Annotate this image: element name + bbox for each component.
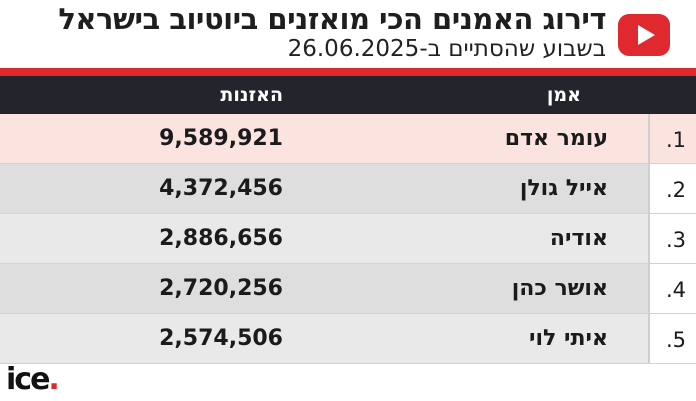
artist-name: אודיה: [549, 226, 608, 251]
youtube-logo-icon: [618, 14, 670, 56]
header: דירוג האמנים הכי מואזנים ביוטיוב בישראל …: [0, 0, 696, 68]
table-row: 5. איתי לוי 2,574,506: [0, 314, 696, 364]
artist-name: אושר כהן: [511, 276, 608, 301]
rank-number: 1.: [665, 128, 686, 152]
header-divider: [0, 68, 696, 76]
rank-number: 2.: [665, 178, 686, 202]
rank-cell: 2.: [648, 164, 696, 213]
column-header-listens: האזנות: [220, 84, 283, 106]
artist-name: איתי לוי: [529, 326, 608, 351]
ice-logo-dot: .: [48, 362, 59, 397]
table-header: אמן האזנות: [0, 76, 696, 114]
listen-count: 2,574,506: [159, 326, 283, 351]
listen-count: 9,589,921: [159, 126, 283, 151]
rank-cell: 3.: [648, 214, 696, 263]
listen-count: 2,720,256: [159, 276, 283, 301]
listen-count: 4,372,456: [159, 176, 283, 201]
table-row: 3. אודיה 2,886,656: [0, 214, 696, 264]
rank-cell: 4.: [648, 264, 696, 313]
page-subtitle: בשבוע שהסתיים ב-26.06.2025: [287, 36, 606, 62]
artist-name: עומר אדם: [504, 126, 608, 151]
ranking-table: 1. עומר אדם 9,589,921 2. אייל גולן 4,372…: [0, 114, 696, 364]
ice-logo-text: ice: [6, 362, 50, 397]
rank-cell: 1.: [648, 114, 696, 163]
column-header-artist: אמן: [546, 84, 581, 106]
rank-number: 5.: [665, 328, 686, 352]
listen-count: 2,886,656: [159, 226, 283, 251]
rank-number: 3.: [665, 228, 686, 252]
rank-cell: 5.: [648, 314, 696, 363]
artist-name: אייל גולן: [519, 176, 608, 201]
rank-number: 4.: [665, 278, 686, 302]
ice-logo: ice.: [6, 362, 60, 397]
table-row: 2. אייל גולן 4,372,456: [0, 164, 696, 214]
table-row: 1. עומר אדם 9,589,921: [0, 114, 696, 164]
page-title: דירוג האמנים הכי מואזנים ביוטיוב בישראל: [58, 2, 606, 36]
table-row: 4. אושר כהן 2,720,256: [0, 264, 696, 314]
